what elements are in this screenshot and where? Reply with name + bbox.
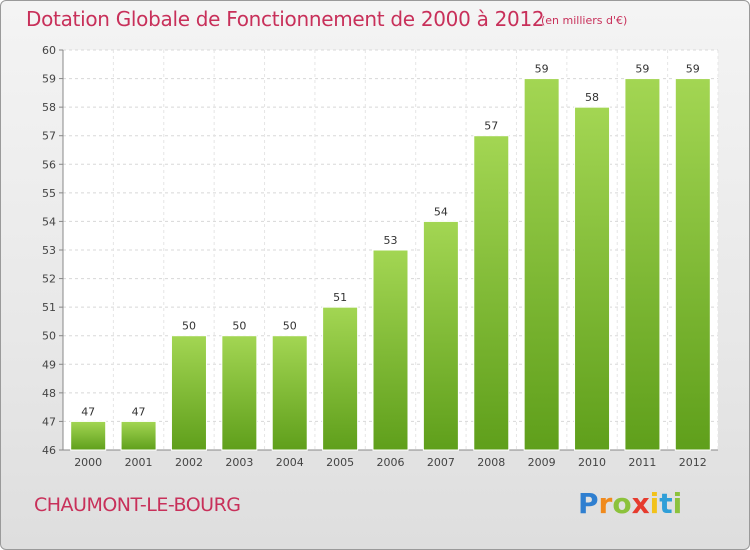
data-label: 51: [333, 291, 347, 304]
data-label: 50: [283, 320, 297, 333]
bar: [624, 78, 661, 451]
bar: [271, 335, 308, 451]
x-tick-label: 2003: [225, 456, 253, 469]
x-tick-labels: 2000 2001 2002 2003 2004 2005 2006 2007 2008 2009…: [74, 456, 707, 469]
y-tick-label: 51: [42, 301, 56, 314]
chart-title: Dotation Globale de Fonctionnement de 20…: [26, 7, 545, 31]
bar: [372, 249, 409, 451]
x-tick-label: 2005: [326, 456, 354, 469]
y-tick-label: 57: [42, 130, 56, 143]
x-tick-label: 2002: [175, 456, 203, 469]
y-tick-label: 46: [42, 444, 56, 457]
data-label: 50: [232, 320, 246, 333]
x-tick-label: 2010: [578, 456, 606, 469]
data-label: 54: [434, 205, 448, 218]
bar: [523, 78, 560, 451]
data-label: 53: [384, 234, 398, 247]
y-tick-labels: 46 47 48 49 50 51 52 53 54 55 56 57 58 59 60: [42, 44, 56, 457]
x-tick-label: 2007: [427, 456, 455, 469]
bar: [70, 420, 107, 451]
y-tick-label: 58: [42, 101, 56, 114]
logo-letter: o: [612, 487, 632, 520]
bar: [322, 306, 359, 451]
logo-letter: x: [631, 487, 650, 520]
bar: [473, 135, 510, 451]
data-label: 47: [81, 405, 95, 418]
x-tick-label: 2001: [125, 456, 153, 469]
chart-unit: (en milliers d'€): [541, 14, 628, 27]
bars: [70, 78, 711, 451]
bar: [120, 420, 157, 451]
y-tick-label: 52: [42, 273, 56, 286]
data-label: 57: [484, 120, 498, 133]
data-label: 59: [535, 63, 549, 76]
x-tick-label: 2009: [528, 456, 556, 469]
commune-name: CHAUMONT-LE-BOURG: [34, 494, 241, 516]
bar: [221, 335, 258, 451]
logo-letter: i: [649, 487, 660, 520]
logo-letter: P: [578, 487, 599, 520]
y-tick-label: 55: [42, 187, 56, 200]
logo-letter: r: [598, 487, 613, 520]
bar: [422, 220, 459, 451]
data-labels: 47 47 50 50 50 51 53 54 57 59 58 59 59: [81, 63, 700, 419]
logo-letter: t: [659, 487, 673, 520]
proxiti-logo: Proxiti: [578, 487, 682, 520]
bar: [674, 78, 711, 451]
x-tick-label: 2004: [276, 456, 304, 469]
data-label: 50: [182, 320, 196, 333]
bar: [574, 106, 611, 451]
x-tick-label: 2006: [377, 456, 405, 469]
y-tick-label: 47: [42, 415, 56, 428]
y-tick-label: 59: [42, 73, 56, 86]
bar: [170, 335, 207, 451]
y-tick-label: 49: [42, 358, 56, 371]
y-tick-label: 48: [42, 387, 56, 400]
x-tick-label: 2012: [679, 456, 707, 469]
y-tick-label: 54: [42, 215, 56, 228]
y-tick-label: 56: [42, 158, 56, 171]
data-label: 59: [635, 63, 649, 76]
x-tick-label: 2000: [74, 456, 102, 469]
data-label: 47: [132, 405, 146, 418]
data-label: 59: [686, 63, 700, 76]
data-label: 58: [585, 91, 599, 104]
logo-letter: i: [672, 487, 683, 520]
y-tick-label: 60: [42, 44, 56, 57]
y-tick-label: 50: [42, 330, 56, 343]
x-tick-label: 2011: [628, 456, 656, 469]
y-tick-label: 53: [42, 244, 56, 257]
x-tick-label: 2008: [477, 456, 505, 469]
